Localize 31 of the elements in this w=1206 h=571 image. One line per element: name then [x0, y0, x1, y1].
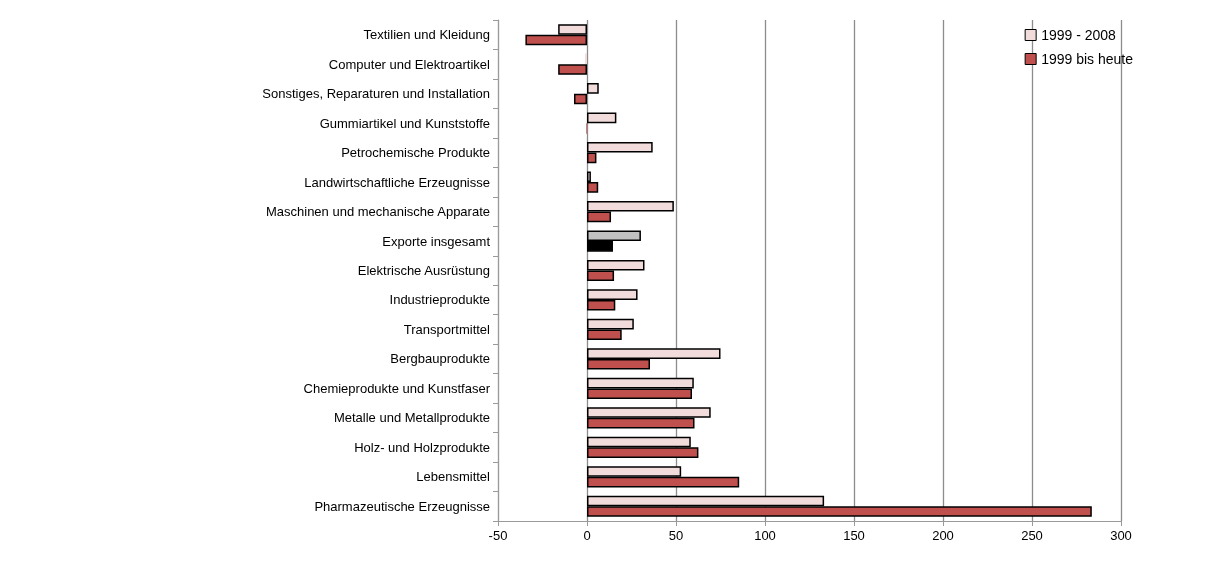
legend-label: 1999 - 2008	[1041, 27, 1117, 43]
y-tick-label: Lebensmittel	[416, 469, 491, 485]
y-tick-label: Pharmazeutische Erzeugnisse	[314, 498, 490, 514]
y-tick-label: Transportmittel	[403, 321, 491, 337]
x-tick-label: 150	[843, 528, 865, 543]
y-tick-label: Bergbauprodukte	[390, 351, 490, 367]
y-tick-label: Holz- und Holzprodukte	[354, 439, 490, 455]
x-tick-label: -50	[488, 528, 508, 543]
y-tick-label: Elektrische Ausrüstung	[357, 263, 490, 278]
x-tick-label: 0	[583, 528, 591, 543]
y-tick-label: Industrieprodukte	[389, 292, 490, 308]
bar	[574, 93, 587, 105]
x-tick-label: 50	[668, 528, 684, 543]
y-tick-label: Metalle und Metallprodukte	[333, 410, 490, 426]
y-tick-label: Gummiartikel und Kunststoffe	[319, 115, 490, 131]
y-tick-label: Landwirtschaftliche Erzeugnisse	[304, 174, 490, 190]
x-tick-label: 250	[1021, 528, 1043, 543]
x-tick-label: 300	[1110, 528, 1132, 543]
y-tick-label: Computer und Elektroartikel	[328, 56, 491, 72]
y-tick-label: Exporte insgesamt	[382, 233, 491, 249]
y-tick-label: Textilien und Kleidung	[363, 27, 490, 43]
bar	[587, 112, 617, 124]
x-tick-label: 200	[932, 528, 954, 543]
y-tick-label: Petrochemische Produkte	[341, 145, 490, 161]
legend-label: 1999 bis heute	[1041, 51, 1134, 67]
bar	[558, 64, 587, 75]
bar	[587, 83, 599, 94]
x-tick-label: 100	[754, 528, 776, 543]
y-tick-label: Sonstiges, Reparaturen und Installation	[262, 86, 490, 102]
y-tick-label: Maschinen und mechanische Apparate	[265, 204, 490, 220]
y-tick-label: Chemieprodukte und Kunstfaser	[303, 380, 491, 396]
